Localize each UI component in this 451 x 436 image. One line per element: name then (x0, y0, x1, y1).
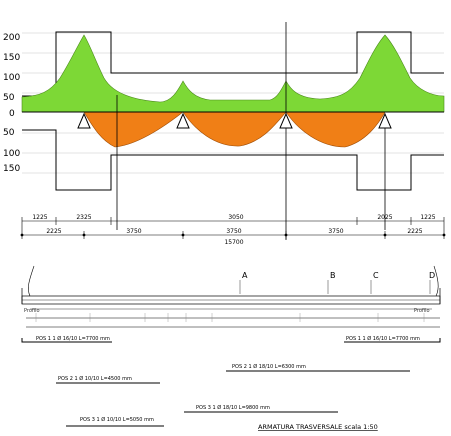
rebar-lines (21, 338, 441, 427)
dimension-dots (20, 233, 446, 237)
supports (77, 112, 392, 129)
support-4 (378, 112, 392, 129)
dim1-e: 1225 (420, 214, 435, 221)
dim1-a: 1225 (32, 214, 47, 221)
dim2-e: 2225 (407, 228, 422, 235)
dim-row-1: 1225 2325 3050 2025 1225 (32, 214, 435, 221)
y-label-neg150: 150 (3, 164, 20, 174)
rebar-2a: POS 2 1 Ø 18/10 L=6300 mm (232, 363, 306, 370)
y-label-50: 50 (3, 93, 15, 103)
dim2-a: 2225 (46, 228, 61, 235)
y-label-neg100: 100 (3, 149, 20, 159)
section-d: D (429, 271, 435, 280)
dim1-d: 2025 (377, 214, 392, 221)
rebar-1-left: POS 1 1 Ø 16/10 L=7700 mm (36, 335, 110, 342)
dim1-b: 2325 (76, 214, 91, 221)
y-label-100: 100 (3, 73, 20, 83)
profilo-left: Profilo (24, 308, 40, 314)
dim-total: 15700 (224, 239, 243, 246)
section-labels: A B C D (242, 271, 435, 280)
section-marks (239, 280, 431, 294)
support-2 (176, 112, 190, 129)
dim1-c: 3050 (228, 214, 243, 221)
dim2-d: 3750 (328, 228, 343, 235)
y-label-200: 200 (3, 33, 20, 43)
y-label-0: 0 (9, 109, 15, 119)
rebar-1-right: POS 1 1 Ø 16/10 L=7700 mm (346, 335, 420, 342)
envelope-lines (22, 31, 444, 191)
drawing-title: ARMATURA TRASVERSALE scala 1:50 (258, 423, 378, 431)
section-b: B (330, 271, 336, 280)
rebar-3a: POS 3 1 Ø 18/10 L=9800 mm (196, 404, 270, 411)
y-label-150: 150 (3, 53, 20, 63)
y-axis-labels: 200 150 100 50 0 50 100 150 (3, 33, 20, 174)
dim2-c: 3750 (226, 228, 241, 235)
support-3 (279, 112, 293, 129)
rebar-3b: POS 3 1 Ø 10/10 L=5050 mm (80, 416, 154, 423)
positive-moment-area (21, 34, 445, 113)
beam-section (21, 265, 441, 328)
rebar-labels: POS 1 1 Ø 16/10 L=7700 mm POS 1 1 Ø 16/1… (36, 335, 420, 423)
profilo-right: Profilo (414, 308, 430, 314)
rebar-2b: POS 2 1 Ø 10/10 L=4500 mm (58, 375, 132, 382)
dim2-b: 3750 (126, 228, 141, 235)
dim-row-2: 2225 3750 3750 3750 2225 (46, 228, 422, 235)
vertical-lines (116, 22, 386, 240)
section-a: A (242, 271, 248, 280)
support-1 (77, 112, 91, 129)
beam-fine-marks (35, 313, 425, 322)
y-label-neg50: 50 (3, 128, 15, 138)
negative-moment-area (83, 111, 386, 148)
section-c: C (373, 271, 379, 280)
